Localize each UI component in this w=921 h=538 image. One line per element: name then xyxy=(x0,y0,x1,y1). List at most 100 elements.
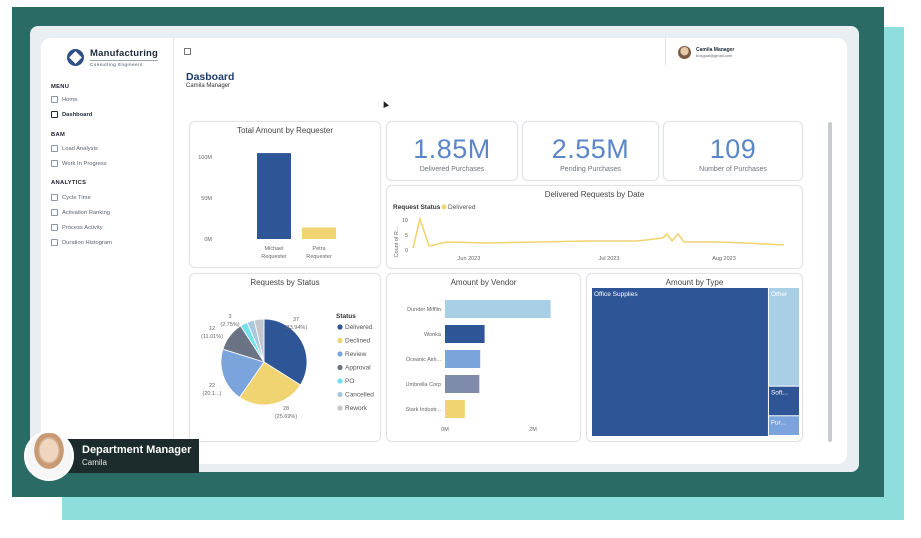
legend-dot xyxy=(337,337,343,344)
x-tick-label: Petra xyxy=(312,246,326,252)
presenter-caption: Department Manager Camila xyxy=(66,439,200,473)
x-tick-label: 2M xyxy=(529,427,537,433)
ranking-icon xyxy=(51,209,58,216)
bar[interactable] xyxy=(445,400,465,418)
sidebar-item-label: Load Analysis xyxy=(62,145,98,152)
sidebar-item-label: Duration Histogram xyxy=(62,239,112,246)
sidebar-item-load-analysis[interactable]: Load Analysis xyxy=(51,145,98,152)
legend-label: Declined xyxy=(345,338,371,345)
bar[interactable] xyxy=(445,375,480,393)
legend-label: Cancelled xyxy=(345,392,374,399)
sidebar-item-home[interactable]: Home xyxy=(51,96,77,103)
vendor-chart-card[interactable]: Amount by Vendor Dunder Mifflin Wonka Ocea… xyxy=(386,273,581,442)
legend-dot xyxy=(337,405,343,411)
kpi-value: 1.85M xyxy=(413,134,491,164)
legend-label: Rework xyxy=(345,405,368,412)
presenter-name: Camila xyxy=(82,458,107,467)
user-name: Camila Manager xyxy=(696,46,735,53)
x-tick-label: Aug 2023 xyxy=(712,256,736,262)
status-pie-card[interactable]: Requests by Status 37 (33.94%) 28 (25.69%) 2… xyxy=(189,273,381,442)
kpi-label: Number of Purchases xyxy=(699,166,767,173)
sidebar-item-label: Home xyxy=(62,96,78,103)
vendor-bar-chart: Dunder Mifflin Wonka Oceanic Airli... Umbre… xyxy=(406,300,551,433)
logo-icon xyxy=(67,49,84,66)
presenter-badge: Department Manager Camila xyxy=(24,431,200,481)
y-tick-label: 0 xyxy=(405,248,408,254)
y-tick-label: Wonka xyxy=(424,332,442,338)
kpi-card-delivered[interactable]: 1.85M Delivered Purchases xyxy=(386,121,518,181)
sidebar-item-cycle-time[interactable]: Cycle Time xyxy=(51,194,91,201)
treemap-cell[interactable] xyxy=(768,416,799,435)
data-label: 37 xyxy=(293,317,299,323)
chart-icon xyxy=(51,145,58,152)
user-email: bosgoal@gmail.com xyxy=(696,52,733,58)
y-axis-label: Count of R... xyxy=(394,226,400,257)
kpi-label: Delivered Purchases xyxy=(419,166,485,173)
pie-slice-review[interactable] xyxy=(220,348,265,398)
sidebar-item-work-in-progress[interactable]: Work In Progress xyxy=(51,160,107,167)
sidebar-toggle-icon[interactable] xyxy=(184,48,191,55)
sidebar-item-activation-ranking[interactable]: Activation Ranking xyxy=(51,209,110,216)
type-treemap-card[interactable]: Amount by Type Office Supplies Other Soft.… xyxy=(586,273,803,442)
data-label: 3 xyxy=(228,314,231,320)
x-tick-label: 0M xyxy=(441,427,449,433)
legend-label: Delivered xyxy=(345,324,373,331)
y-tick-label: Dunder Mifflin xyxy=(407,307,441,313)
treemap-label: Other xyxy=(771,291,788,298)
app-logo[interactable]: Manufacturing Consulting Engineers xyxy=(67,48,159,67)
legend-title: Request Status xyxy=(393,204,441,211)
series-line-delivered[interactable] xyxy=(412,216,785,249)
pie-slice-rework[interactable] xyxy=(253,318,265,363)
scrollbar[interactable] xyxy=(828,122,832,442)
treemap-cell[interactable] xyxy=(768,288,799,386)
mouse-cursor-icon xyxy=(381,100,389,108)
bar[interactable] xyxy=(302,227,336,239)
pie-slice-declined[interactable] xyxy=(238,361,301,406)
legend-label: PO xyxy=(345,378,354,385)
user-menu[interactable]: Camila Manager bosgoal@gmail.com xyxy=(665,38,734,66)
kpi-label: Pending Purchases xyxy=(560,166,621,173)
treemap-cell[interactable] xyxy=(768,386,799,416)
page-subtitle: Camila Manager xyxy=(186,83,231,89)
y-tick-label: 100M xyxy=(198,155,212,161)
chart-title: Total Amount by Requester xyxy=(236,126,334,135)
legend-dot xyxy=(337,364,343,371)
sidebar: Manufacturing Consulting Engineers MENU … xyxy=(41,38,174,464)
data-label-percent: (33.94%) xyxy=(285,325,307,331)
data-label: 12 xyxy=(209,326,215,332)
y-tick-label: Stark Industr... xyxy=(406,407,442,413)
type-treemap-chart: Office Supplies Other Soft... Fur... xyxy=(592,288,799,436)
sidebar-item-process-activity[interactable]: Process Activity xyxy=(51,224,103,231)
kpi-card-pending[interactable]: 2.55M Pending Purchases xyxy=(522,121,659,181)
bar[interactable] xyxy=(445,300,551,318)
chart-title: Amount by Type xyxy=(665,278,724,287)
sidebar-item-label: Process Activity xyxy=(62,224,103,231)
kpi-value: 2.55M xyxy=(551,134,630,164)
legend-label: Review xyxy=(345,351,367,358)
sidebar-item-label: Work In Progress xyxy=(62,160,107,167)
data-label: 22 xyxy=(209,383,215,389)
x-tick-label: Jun 2023 xyxy=(458,256,481,262)
y-tick-label: 50M xyxy=(201,196,212,202)
sidebar-item-duration-histogram[interactable]: Duration Histogram xyxy=(51,239,112,246)
clock-icon xyxy=(51,194,58,201)
kpi-value: 109 xyxy=(709,134,757,164)
x-tick-label: Requester xyxy=(261,254,287,260)
histogram-icon xyxy=(51,239,58,246)
treemap-label: Soft... xyxy=(771,390,788,397)
y-tick-label: 10 xyxy=(402,218,408,224)
avatar xyxy=(678,45,691,59)
delivered-by-date-card[interactable]: Delivered Requests by Date Request Statu… xyxy=(386,185,803,269)
status-pie-chart: 37 (33.94%) 28 (25.69%) 22 (20.1...) 12 (11.01%… xyxy=(201,313,374,420)
analytics-heading: ANALYTICS xyxy=(51,180,87,186)
treemap-cell[interactable] xyxy=(592,288,768,436)
sidebar-item-dashboard[interactable]: Dashboard xyxy=(51,111,92,118)
bar[interactable] xyxy=(445,325,485,343)
x-tick-label: Michael xyxy=(265,246,284,252)
kpi-card-count[interactable]: 109 Number of Purchases xyxy=(663,121,803,181)
requester-chart-card[interactable]: Total Amount by Requester 100M 50M 0M Micha… xyxy=(189,121,381,268)
bar[interactable] xyxy=(257,153,291,239)
treemap-label: Office Supplies xyxy=(594,291,638,298)
data-label-percent: (11.01%) xyxy=(201,334,223,340)
bar[interactable] xyxy=(445,350,481,368)
